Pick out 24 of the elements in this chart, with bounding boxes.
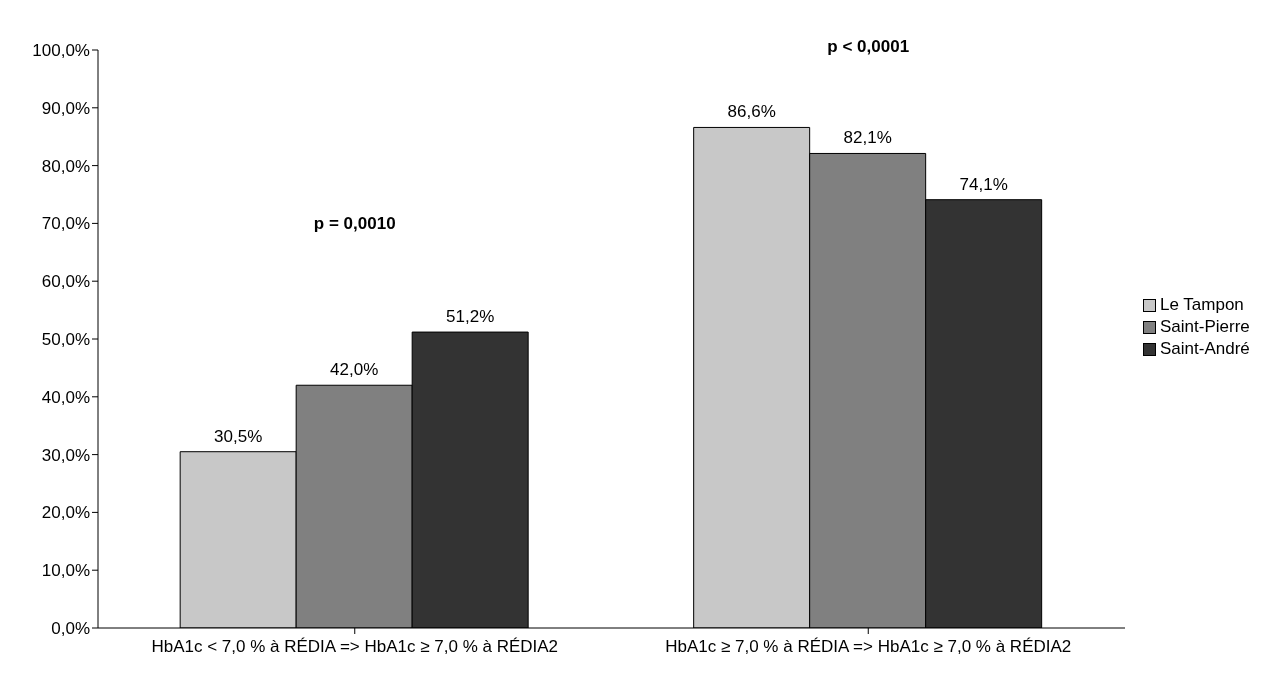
data-label: 30,5% [214, 426, 263, 446]
data-label: 86,6% [727, 102, 776, 122]
legend-label: Saint-André [1160, 339, 1250, 359]
y-tick-label: 50,0% [41, 330, 90, 350]
x-tick-label: HbA1c < 7,0 % à RÉDIA => HbA1c ≥ 7,0 % à RÉDIA2 [151, 637, 559, 657]
legend-label: Saint-Pierre [1160, 317, 1250, 337]
y-tick-label: 10,0% [41, 561, 90, 581]
y-tick-label: 90,0% [41, 98, 90, 118]
y-tick-label: 0,0% [51, 619, 90, 639]
y-tick-label: 70,0% [41, 214, 90, 234]
y-tick-label: 30,0% [41, 445, 90, 465]
data-label: 42,0% [330, 360, 379, 380]
annotation: p < 0,0001 [826, 37, 911, 58]
y-tick-label: 100,0% [32, 41, 90, 61]
y-tick-label: 40,0% [41, 387, 90, 407]
x-tick-label: HbA1c ≥ 7,0 % à RÉDIA => HbA1c ≥ 7,0 % à RÉDIA2 [665, 637, 1072, 657]
annotation: p = 0,0010 [312, 214, 397, 235]
y-tick-label: 60,0% [41, 272, 90, 292]
data-label: 82,1% [843, 128, 892, 148]
data-label: 74,1% [959, 174, 1008, 194]
data-label: 51,2% [446, 307, 495, 327]
y-tick-label: 80,0% [41, 156, 90, 176]
legend-label: Le Tampon [1160, 295, 1244, 315]
y-tick-label: 20,0% [41, 503, 90, 523]
